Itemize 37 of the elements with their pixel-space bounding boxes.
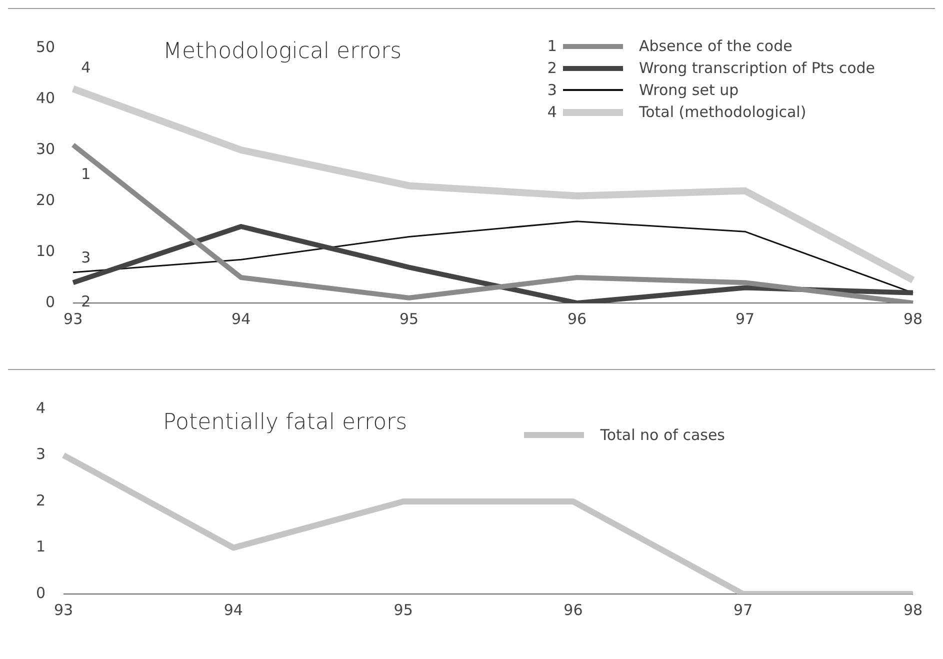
text: 3 [547,81,557,99]
x-tick-label: 97 [735,310,755,328]
x-tick-label: 97 [734,600,753,619]
x-tick-label: 98 [903,310,923,328]
y-tick-label: 50 [36,38,56,56]
chart-title: Methodological errors [163,39,402,64]
legend-label: Absence of the code [638,37,792,55]
x-tick-label: 98 [903,600,923,619]
y-tick-label: 30 [36,140,56,158]
legend-label: Wrong set up [638,81,739,99]
annotation: 4 [81,58,91,77]
x-tick-label: 96 [564,600,583,619]
y-tick-label: 3 [36,445,46,464]
annotation: 3 [81,248,91,266]
y-tick-label: 1 [36,538,46,556]
text: 2 [547,59,557,77]
y-tick-label: 0 [36,584,46,602]
chart-title: Potentially fatal errors [163,410,408,435]
x-tick-label: 94 [224,600,243,619]
annotation: 1 [81,164,91,183]
x-tick-label: 95 [394,600,413,619]
x-tick-label: 95 [400,310,419,328]
y-tick-label: 40 [36,88,56,107]
legend-label: Wrong transcription of Pts code [638,59,875,77]
text: 4 [547,103,557,121]
y-tick-label: 10 [36,242,56,260]
x-tick-label: 93 [64,310,83,328]
y-tick-label: 20 [36,190,56,209]
x-tick-label: 93 [54,600,74,619]
legend-label: Total no of cases [600,426,725,444]
legend-label: Total (methodological) [638,103,806,121]
x-tick-label: 94 [232,310,251,328]
y-tick-label: 2 [36,491,46,510]
text: 1 [547,37,557,55]
y-tick-label: 0 [46,292,56,311]
x-tick-label: 96 [567,310,587,328]
y-tick-label: 4 [36,398,46,417]
